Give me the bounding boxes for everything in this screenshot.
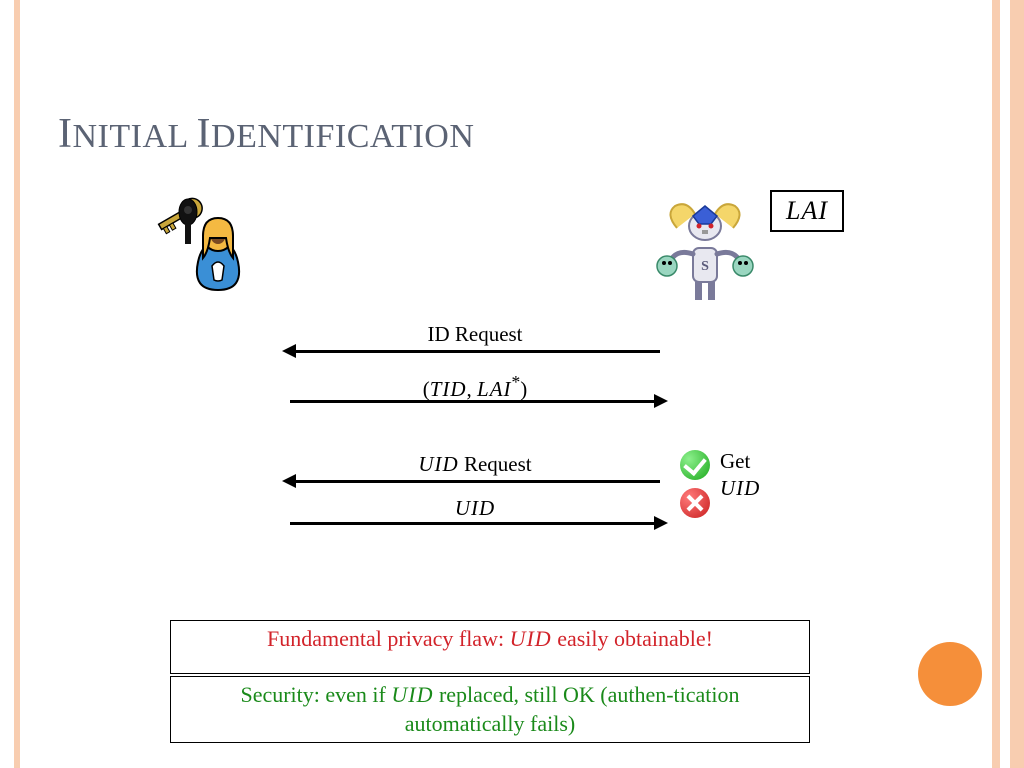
accent-circle [918,642,982,706]
a3-rest: Request [459,452,532,476]
arrow1-label: ID Request [290,322,660,347]
b1-pre: Fundamental privacy flaw: [267,626,510,651]
arrow-tid-lai: (TID, LAI*) [0,370,1024,420]
check-icon [680,450,710,480]
user-icon [140,190,260,305]
message-arrows: ID Request (TID, LAI*) UID Request UID [0,320,1024,544]
title-rest2: DENTIFICATION [211,118,474,155]
get-uid-text: Get UID [720,448,760,503]
b1-uid: UID [510,626,552,651]
b1-post: easily obtainable! [552,626,713,651]
conclusion-boxes: Fundamental privacy flaw: UID easily obt… [170,620,810,743]
arrow1-line [290,350,660,353]
actors-row: S LAI [0,190,1024,320]
arrow2-head [654,394,668,408]
get-uid: UID [720,476,760,500]
a2-pre: ( [423,377,430,401]
arrow2-label: (TID, LAI*) [290,372,660,402]
arrow3-head [282,474,296,488]
arrow2-line [290,400,660,403]
title-cap2: I [197,111,212,157]
arrow1-head [282,344,296,358]
a2-lai: LAI [477,377,512,401]
b2-post: replaced, still OK (authen-tication auto… [405,682,740,736]
a3-uid: UID [418,452,458,476]
arrow3-label: UID Request [290,452,660,477]
get-word: Get [720,449,750,473]
arrow-id-request: ID Request [0,320,1024,370]
arrow3-line [290,480,660,483]
arrow4-head [654,516,668,530]
server-robot-icon: S [650,200,760,315]
cross-icon [680,488,710,518]
a4-uid: UID [455,496,495,520]
lai-label: LAI [786,196,828,225]
a2-star: * [512,372,521,392]
privacy-flaw-box: Fundamental privacy flaw: UID easily obt… [170,620,810,674]
content: S LAI ID Request [0,190,1024,544]
security-box: Security: even if UID replaced, still OK… [170,676,810,743]
arrow4-label: UID [290,496,660,521]
arrow4-line [290,522,660,525]
arrow1-text: ID Request [427,322,522,346]
b2-uid: UID [391,682,433,707]
lai-box: LAI [770,190,844,232]
a2-comma: , [467,377,478,401]
arrow-uid-request: UID Request [0,450,1024,500]
title-rest1: NITIAL [73,118,188,155]
a2-suf: ) [520,377,527,401]
arrow-uid: UID [0,500,1024,544]
status-area: Get UID [680,450,710,523]
svg-text:S: S [701,259,709,274]
title-cap1: I [58,111,73,157]
slide: INITIAL IDENTIFICATION [0,0,1024,768]
slide-title: INITIAL IDENTIFICATION [58,110,474,158]
b2-pre: Security: even if [240,682,391,707]
a2-tid: TID [430,377,467,401]
